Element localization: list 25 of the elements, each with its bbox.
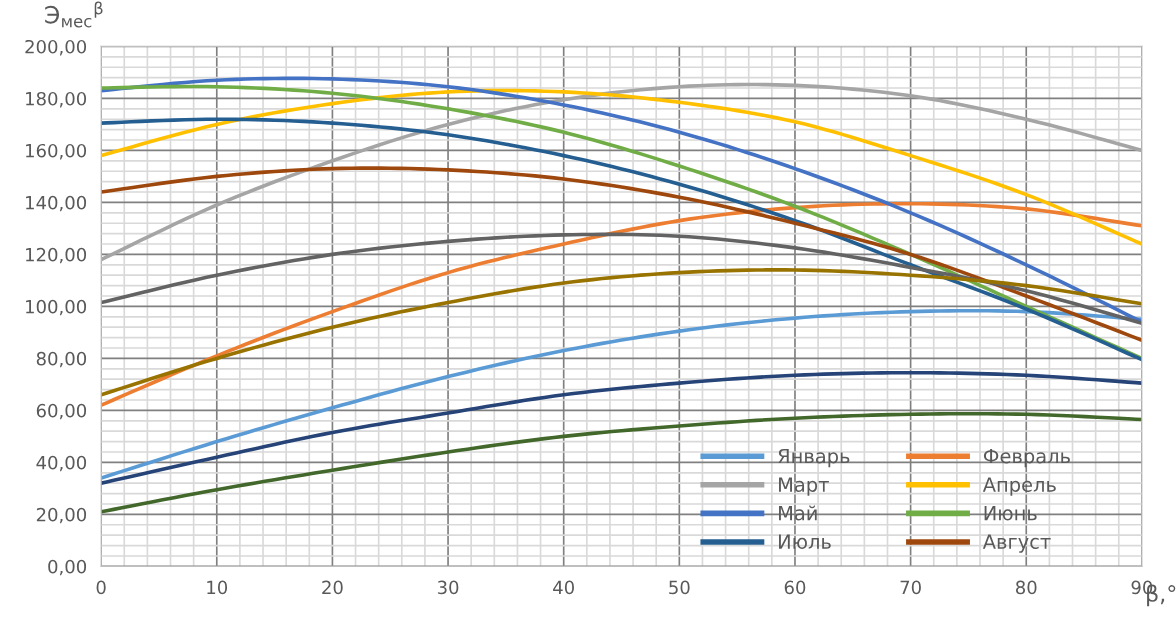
x-tick-label: 10: [207, 580, 228, 595]
y-tick-label: 120,00: [26, 247, 87, 264]
legend-label: Апрель: [982, 477, 1056, 496]
legend-label: Июль: [779, 534, 831, 550]
x-tick-label: 0: [96, 580, 106, 595]
x-tick-label: 20: [322, 580, 343, 595]
x-tick-label: 40: [553, 580, 574, 595]
y-tick-label: 140,00: [26, 195, 87, 212]
y-tick-label: 0,00: [48, 559, 87, 576]
y-tick-label: 200,00: [25, 39, 87, 56]
legend-label: Март: [779, 477, 829, 496]
y-tick-label: 20,00: [36, 507, 87, 524]
y-axis-title: Э$_{мес}$$^{β}$: [45, 1, 103, 28]
y-tick-label: 160,00: [26, 143, 87, 160]
legend-label: Август: [982, 534, 1051, 553]
y-tick-label: 100,00: [26, 299, 87, 316]
x-tick-label: 70: [900, 580, 921, 595]
x-tick-label: 30: [437, 580, 459, 595]
x-tick-label: 50: [669, 580, 690, 595]
x-tick-label: 60: [784, 580, 806, 595]
x-tick-label: 80: [1015, 580, 1037, 595]
y-tick-label: 180,00: [26, 91, 87, 108]
y-tick-label: 80,00: [36, 351, 87, 368]
y-tick-label: 40,00: [36, 455, 87, 472]
y-tick-label: 60,00: [36, 403, 87, 420]
